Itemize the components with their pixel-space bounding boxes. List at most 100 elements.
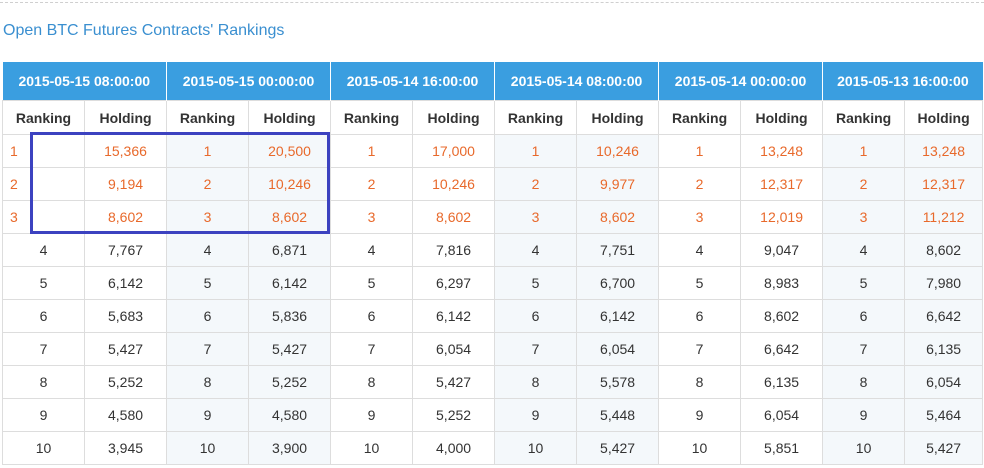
ranking-cell: 4 bbox=[2, 233, 85, 267]
holding-cell: 7,980 bbox=[904, 266, 984, 300]
date-header: 2015-05-13 16:00:00 bbox=[822, 62, 983, 101]
table-row: 3 8,602 3 8,602 3 8,602 3 8,602 3 12,019 3 11,212 bbox=[2, 200, 984, 234]
holding-cell: 6,642 bbox=[904, 299, 984, 333]
holding-cell: 17,000 bbox=[412, 134, 496, 168]
ranking-cell: 9 bbox=[330, 398, 414, 432]
ranking-cell: 10 bbox=[658, 431, 742, 465]
ranking-cell: 3 bbox=[166, 200, 250, 234]
ranking-cell: 5 bbox=[2, 266, 85, 300]
ranking-cell: 8 bbox=[166, 365, 250, 399]
holding-cell: 12,019 bbox=[740, 200, 824, 234]
holding-cell: 6,642 bbox=[740, 332, 824, 366]
ranking-cell: 6 bbox=[494, 299, 578, 333]
ranking-column-header: Ranking bbox=[166, 100, 250, 135]
holding-cell: 8,983 bbox=[740, 266, 824, 300]
holding-column-header: Holding bbox=[740, 100, 824, 135]
holding-cell: 6,054 bbox=[412, 332, 496, 366]
holding-column-header: Holding bbox=[248, 100, 332, 135]
ranking-cell: 2 bbox=[330, 167, 414, 201]
ranking-cell: 6 bbox=[330, 299, 414, 333]
holding-cell: 11,212 bbox=[904, 200, 984, 234]
holding-column-header: Holding bbox=[576, 100, 660, 135]
ranking-cell: 2 bbox=[822, 167, 906, 201]
ranking-cell: 9 bbox=[658, 398, 742, 432]
holding-cell: 5,427 bbox=[904, 431, 984, 465]
date-header: 2015-05-15 08:00:00 bbox=[2, 62, 167, 101]
ranking-cell: 2 bbox=[494, 167, 578, 201]
top-divider bbox=[0, 2, 984, 3]
ranking-cell: 5 bbox=[494, 266, 578, 300]
ranking-cell: 5 bbox=[330, 266, 414, 300]
holding-cell: 10,246 bbox=[412, 167, 496, 201]
ranking-cell: 9 bbox=[822, 398, 906, 432]
ranking-cell: 5 bbox=[658, 266, 742, 300]
ranking-cell: 7 bbox=[494, 332, 578, 366]
holding-cell: 5,427 bbox=[412, 365, 496, 399]
ranking-cell: 1 bbox=[494, 134, 578, 168]
column-header-row: Ranking Holding Ranking Holding Ranking … bbox=[2, 100, 984, 135]
ranking-cell: 2 bbox=[658, 167, 742, 201]
date-header: 2015-05-14 16:00:00 bbox=[330, 62, 495, 101]
ranking-cell: 3 bbox=[2, 200, 85, 234]
ranking-column-header: Ranking bbox=[822, 100, 906, 135]
ranking-column-header: Ranking bbox=[494, 100, 578, 135]
ranking-cell: 8 bbox=[494, 365, 578, 399]
date-header-row: 2015-05-15 08:00:00 2015-05-15 00:00:00 … bbox=[2, 62, 983, 101]
holding-column-header: Holding bbox=[904, 100, 984, 135]
holding-cell: 5,448 bbox=[576, 398, 660, 432]
ranking-column-header: Ranking bbox=[330, 100, 414, 135]
holding-cell: 4,580 bbox=[83, 398, 168, 432]
holding-cell: 6,142 bbox=[248, 266, 332, 300]
holding-cell: 8,602 bbox=[740, 299, 824, 333]
rankings-table: 2015-05-15 08:00:00 2015-05-15 00:00:00 … bbox=[2, 62, 984, 465]
holding-cell: 5,252 bbox=[248, 365, 332, 399]
ranking-cell: 10 bbox=[166, 431, 250, 465]
ranking-cell: 9 bbox=[2, 398, 85, 432]
ranking-cell: 3 bbox=[658, 200, 742, 234]
holding-cell: 5,252 bbox=[83, 365, 168, 399]
holding-cell: 13,248 bbox=[904, 134, 984, 168]
holding-cell: 7,751 bbox=[576, 233, 660, 267]
ranking-cell: 10 bbox=[494, 431, 578, 465]
ranking-cell: 4 bbox=[330, 233, 414, 267]
ranking-cell: 1 bbox=[658, 134, 742, 168]
holding-cell: 8,602 bbox=[412, 200, 496, 234]
holding-cell: 6,297 bbox=[412, 266, 496, 300]
ranking-cell: 8 bbox=[658, 365, 742, 399]
holding-cell: 6,135 bbox=[740, 365, 824, 399]
holding-cell: 4,580 bbox=[248, 398, 332, 432]
date-header: 2015-05-15 00:00:00 bbox=[166, 62, 331, 101]
table-row: 8 5,252 8 5,252 8 5,427 8 5,578 8 6,135 8 6,054 bbox=[2, 365, 984, 399]
ranking-cell: 4 bbox=[658, 233, 742, 267]
holding-cell: 8,602 bbox=[576, 200, 660, 234]
holding-cell: 8,602 bbox=[248, 200, 332, 234]
rankings-table-body: 1 15,366 1 20,500 1 17,000 1 10,246 1 13,248 1 13,2… bbox=[2, 134, 984, 465]
holding-cell: 6,135 bbox=[904, 332, 984, 366]
date-header: 2015-05-14 08:00:00 bbox=[494, 62, 659, 101]
ranking-cell: 9 bbox=[166, 398, 250, 432]
ranking-cell: 7 bbox=[658, 332, 742, 366]
holding-cell: 3,900 bbox=[248, 431, 332, 465]
holding-cell: 5,427 bbox=[248, 332, 332, 366]
table-row: 10 3,945 10 3,900 10 4,000 10 5,427 10 5,851 10 5,4… bbox=[2, 431, 984, 465]
holding-cell: 4,000 bbox=[412, 431, 496, 465]
table-row: 7 5,427 7 5,427 7 6,054 7 6,054 7 6,642 7 6,135 bbox=[2, 332, 984, 366]
holding-cell: 5,427 bbox=[83, 332, 168, 366]
ranking-cell: 6 bbox=[2, 299, 85, 333]
holding-cell: 6,700 bbox=[576, 266, 660, 300]
date-header: 2015-05-14 00:00:00 bbox=[658, 62, 823, 101]
holding-cell: 5,252 bbox=[412, 398, 496, 432]
ranking-cell: 1 bbox=[330, 134, 414, 168]
ranking-cell: 9 bbox=[494, 398, 578, 432]
ranking-cell: 1 bbox=[822, 134, 906, 168]
holding-cell: 5,427 bbox=[576, 431, 660, 465]
ranking-cell: 10 bbox=[330, 431, 414, 465]
ranking-cell: 3 bbox=[822, 200, 906, 234]
holding-cell: 7,816 bbox=[412, 233, 496, 267]
ranking-cell: 7 bbox=[330, 332, 414, 366]
table-row: 2 9,194 2 10,246 2 10,246 2 9,977 2 12,317 2 12,317 bbox=[2, 167, 984, 201]
rankings-table-container: 2015-05-15 08:00:00 2015-05-15 00:00:00 … bbox=[2, 62, 984, 465]
holding-cell: 5,464 bbox=[904, 398, 984, 432]
ranking-cell: 6 bbox=[166, 299, 250, 333]
ranking-cell: 8 bbox=[2, 365, 85, 399]
